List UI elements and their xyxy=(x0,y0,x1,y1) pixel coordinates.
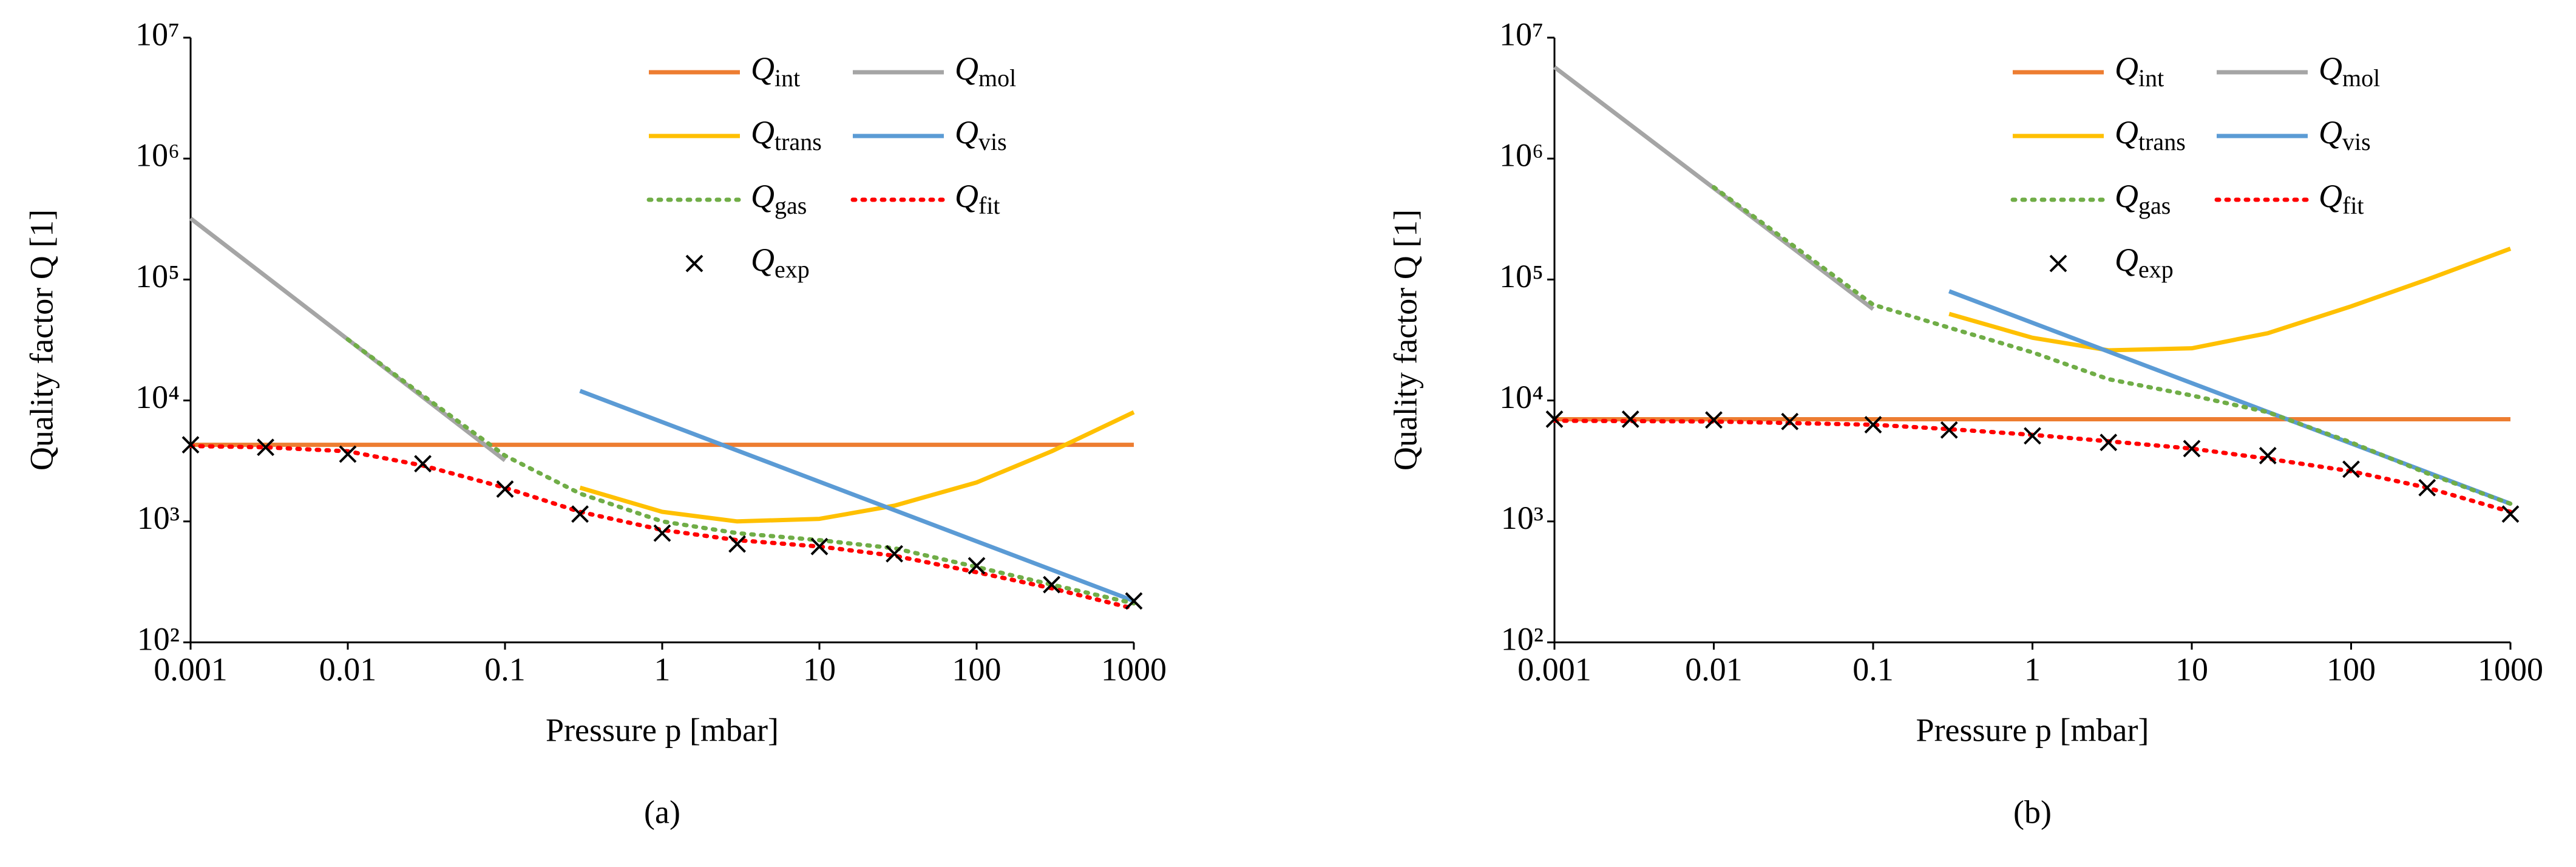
x-tick-label: 0.01 xyxy=(1685,651,1743,687)
series-line xyxy=(1948,246,2512,353)
legend-label: Qfit xyxy=(955,178,1000,219)
data-point xyxy=(2418,478,2436,497)
legend-label: Qint xyxy=(2115,50,2164,92)
panel-label: (b) xyxy=(2013,794,2052,830)
data-point xyxy=(2024,427,2041,445)
data-point xyxy=(1545,410,1564,428)
x-tick-label: 1 xyxy=(2024,651,2041,687)
y-tick-label: 10³ xyxy=(137,500,180,536)
legend-label: Qfit xyxy=(2319,178,2364,219)
data-point xyxy=(571,505,589,523)
x-tick-label: 1000 xyxy=(2478,651,2543,687)
data-point xyxy=(257,438,274,457)
x-axis-label: Pressure p [mbar] xyxy=(546,712,779,748)
data-point xyxy=(496,480,514,498)
y-tick-label: 10⁴ xyxy=(135,379,180,415)
x-tick-label: 1000 xyxy=(1101,651,1167,687)
x-tick-label: 0.1 xyxy=(1852,651,1894,687)
series-line xyxy=(579,410,1135,524)
legend-label: Qint xyxy=(751,50,800,92)
y-tick-label: 10⁷ xyxy=(1499,16,1544,52)
legend-marker xyxy=(2049,254,2067,273)
legend-label: Qtrans xyxy=(751,114,822,155)
series-line xyxy=(1712,185,2513,506)
data-point xyxy=(2259,447,2277,464)
y-tick-label: 10⁴ xyxy=(1499,379,1544,415)
y-tick-label: 10⁵ xyxy=(1499,258,1544,294)
panel-label: (a) xyxy=(644,794,680,830)
x-tick-label: 0.01 xyxy=(319,651,377,687)
data-point xyxy=(339,445,357,463)
data-point xyxy=(728,535,746,553)
legend-label: Qtrans xyxy=(2115,114,2186,155)
legend-label: Qmol xyxy=(955,50,1016,92)
x-tick-label: 0.001 xyxy=(154,651,228,687)
data-point xyxy=(1705,411,1723,429)
legend-marker xyxy=(685,254,703,273)
series-line xyxy=(345,337,1136,606)
x-tick-label: 10 xyxy=(803,651,836,687)
x-tick-label: 1 xyxy=(654,651,671,687)
data-point xyxy=(886,545,903,563)
legend-label: Qmol xyxy=(2319,50,2380,92)
data-point xyxy=(2501,505,2520,523)
legend-label: Qexp xyxy=(2115,242,2174,283)
data-point xyxy=(1621,410,1639,428)
x-tick-label: 100 xyxy=(2327,651,2376,687)
y-tick-label: 10⁶ xyxy=(135,137,180,174)
y-tick-label: 10² xyxy=(137,620,180,657)
legend-label: Qexp xyxy=(751,242,810,283)
x-tick-label: 0.001 xyxy=(1517,651,1591,687)
y-axis-label: Quality factor Q [1] xyxy=(23,209,59,471)
data-point xyxy=(1043,576,1060,594)
series-line xyxy=(579,389,1135,604)
data-point xyxy=(968,557,986,575)
data-point xyxy=(810,537,829,556)
y-tick-label: 10⁷ xyxy=(135,16,180,52)
y-axis-label: Quality factor Q [1] xyxy=(1387,209,1423,471)
data-point xyxy=(1125,592,1143,610)
y-tick-label: 10² xyxy=(1501,620,1544,657)
x-axis-label: Pressure p [mbar] xyxy=(1916,712,2149,748)
series-line xyxy=(188,444,1136,611)
x-tick-label: 0.1 xyxy=(484,651,526,687)
legend-label: Qvis xyxy=(955,114,1007,155)
x-tick-label: 10 xyxy=(2175,651,2208,687)
data-point xyxy=(1781,412,1799,430)
data-point xyxy=(1940,421,1958,439)
legend-label: Qvis xyxy=(2319,114,2371,155)
data-point xyxy=(414,455,432,473)
data-point xyxy=(653,524,671,542)
legend-label: Qgas xyxy=(751,178,807,219)
y-tick-label: 10³ xyxy=(1501,500,1544,536)
y-tick-label: 10⁵ xyxy=(135,258,180,294)
data-point xyxy=(2183,440,2201,458)
data-point xyxy=(1864,416,1882,433)
data-point xyxy=(181,436,200,454)
legend-label: Qgas xyxy=(2115,178,2171,219)
data-point xyxy=(2100,433,2118,452)
y-tick-label: 10⁶ xyxy=(1499,137,1544,174)
data-point xyxy=(2342,460,2360,478)
x-tick-label: 100 xyxy=(952,651,1002,687)
